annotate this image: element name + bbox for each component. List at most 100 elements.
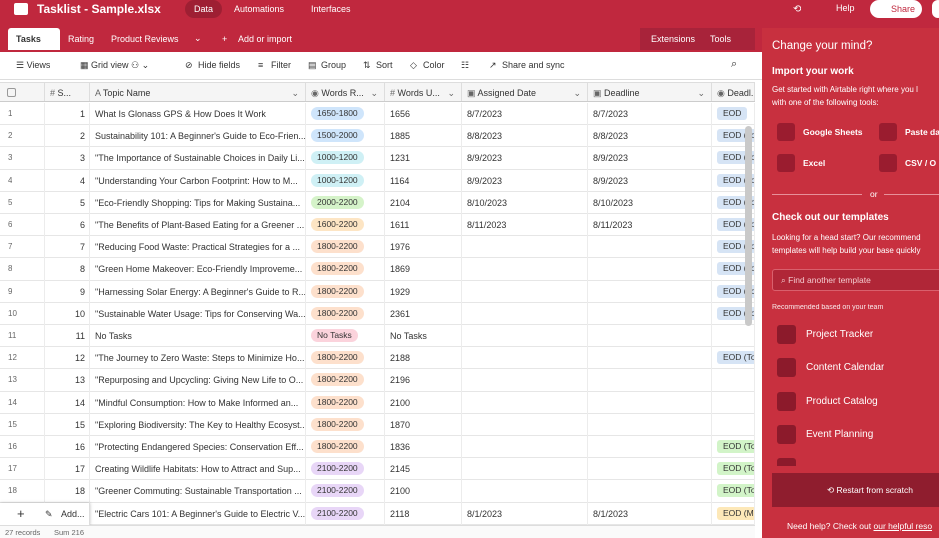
- range-cell[interactable]: 2100-2200: [306, 458, 385, 481]
- range-cell[interactable]: 1800-2200: [306, 302, 385, 325]
- column-header[interactable]: # S...: [45, 83, 90, 101]
- template-icon[interactable]: [777, 358, 796, 378]
- deadline-cell[interactable]: [588, 347, 712, 370]
- range-cell[interactable]: 1800-2200: [306, 258, 385, 281]
- deadl-cell[interactable]: EOD (To: [712, 302, 755, 325]
- range-cell[interactable]: 1600-2200: [306, 214, 385, 237]
- range-cell[interactable]: 1800-2200: [306, 280, 385, 303]
- words-cell[interactable]: 1869: [385, 258, 462, 281]
- range-cell[interactable]: 1000-1200: [306, 147, 385, 170]
- deadl-cell[interactable]: EOD (To: [712, 191, 755, 214]
- topic-cell[interactable]: "Sustainable Water Usage: Tips for Conse…: [90, 302, 306, 325]
- toolbar-icon[interactable]: ▤: [308, 60, 317, 70]
- assigned-cell[interactable]: [462, 458, 588, 481]
- number-cell[interactable]: 13: [45, 369, 90, 392]
- deadl-cell[interactable]: EOD (To: [712, 347, 755, 370]
- column-header[interactable]: ◉ Deadl...: [712, 83, 755, 101]
- words-cell[interactable]: 2188: [385, 347, 462, 370]
- table-row[interactable]: 14 14 "Mindful Consumption: How to Make In…: [0, 391, 755, 414]
- table-row[interactable]: 7 7 "Reducing Food Waste: Practical Strate…: [0, 236, 755, 259]
- table-row[interactable]: 11 11 No Tasks No Tasks No Tasks: [0, 325, 755, 348]
- range-cell[interactable]: 2100-2200: [306, 502, 385, 525]
- deadline-cell[interactable]: 8/11/2023: [588, 214, 712, 237]
- number-cell[interactable]: 2: [45, 125, 90, 148]
- assigned-cell[interactable]: [462, 480, 588, 503]
- assigned-cell[interactable]: 8/7/2023: [462, 103, 588, 126]
- number-cell[interactable]: 16: [45, 436, 90, 459]
- words-cell[interactable]: 1611: [385, 214, 462, 237]
- assigned-cell[interactable]: 8/11/2023: [462, 214, 588, 237]
- template-search[interactable]: ⌕ Find another template: [772, 269, 939, 291]
- base-title[interactable]: Tasklist - Sample.xlsx: [37, 2, 161, 16]
- words-cell[interactable]: 1870: [385, 413, 462, 436]
- assigned-cell[interactable]: 8/9/2023: [462, 169, 588, 192]
- words-cell[interactable]: 1836: [385, 436, 462, 459]
- topic-cell[interactable]: Creating Wildlife Habitats: How to Attra…: [90, 458, 306, 481]
- assigned-cell[interactable]: 8/1/2023: [462, 502, 588, 525]
- deadl-cell[interactable]: EOD (To: [712, 125, 755, 148]
- deadl-cell[interactable]: [712, 391, 755, 414]
- search-placeholder[interactable]: Find another template: [788, 275, 871, 285]
- column-title[interactable]: Deadl...: [727, 88, 754, 98]
- table-row[interactable]: 16 16 "Protecting Endangered Species: Cons…: [0, 436, 755, 459]
- table-tab[interactable]: Product Reviews: [111, 34, 179, 44]
- topic-cell[interactable]: "Harnessing Solar Energy: A Beginner's G…: [90, 280, 306, 303]
- words-cell[interactable]: 2100: [385, 391, 462, 414]
- column-title[interactable]: S...: [57, 88, 72, 98]
- template-name[interactable]: Content Calendar: [806, 362, 885, 374]
- words-cell[interactable]: 1231: [385, 147, 462, 170]
- assigned-cell[interactable]: [462, 302, 588, 325]
- number-cell[interactable]: 10: [45, 302, 90, 325]
- topic-cell[interactable]: "Electric Cars 101: A Beginner's Guide t…: [90, 502, 306, 525]
- table-row[interactable]: 5 5 "Eco-Friendly Shopping: Tips for Makin…: [0, 191, 755, 214]
- topic-cell[interactable]: "Eco-Friendly Shopping: Tips for Making …: [90, 191, 306, 214]
- deadl-cell[interactable]: EOD (To: [712, 147, 755, 170]
- template-icon[interactable]: [777, 424, 796, 444]
- number-cell[interactable]: 15: [45, 413, 90, 436]
- toolbar-item[interactable]: Group: [321, 60, 347, 70]
- add-import-label[interactable]: Add or import: [238, 34, 293, 44]
- assigned-cell[interactable]: [462, 258, 588, 281]
- search-icon[interactable]: ⌕: [731, 58, 738, 70]
- words-cell[interactable]: 1885: [385, 125, 462, 148]
- topic-cell[interactable]: What Is Glonass GPS & How Does It Work: [90, 103, 306, 126]
- table-row[interactable]: 6 6 "The Benefits of Plant-Based Eating fo…: [0, 214, 755, 237]
- words-cell[interactable]: 2361: [385, 302, 462, 325]
- app-tab[interactable]: Automations: [234, 4, 285, 14]
- topic-cell[interactable]: "Exploring Biodiversity: The Key to Heal…: [90, 413, 306, 436]
- deadl-cell[interactable]: [712, 325, 755, 348]
- deadl-cell[interactable]: EOD (To: [712, 458, 755, 481]
- deadline-cell[interactable]: 8/10/2023: [588, 191, 712, 214]
- words-cell[interactable]: 2118: [385, 502, 462, 525]
- deadline-cell[interactable]: 8/9/2023: [588, 147, 712, 170]
- tool-name[interactable]: Google Sheets: [803, 127, 863, 137]
- share-button[interactable]: Share: [870, 0, 922, 18]
- toolbar-item[interactable]: Share and sync: [502, 60, 565, 70]
- toolbar-item[interactable]: Hide fields: [198, 60, 241, 70]
- app-tab[interactable]: Data: [185, 0, 223, 18]
- topic-cell[interactable]: "The Journey to Zero Waste: Steps to Min…: [90, 347, 306, 370]
- deadl-cell[interactable]: EOD (Mo: [712, 502, 755, 525]
- range-cell[interactable]: 1800-2200: [306, 236, 385, 259]
- tool-name[interactable]: Paste da: [905, 127, 939, 137]
- number-cell[interactable]: 9: [45, 280, 90, 303]
- topic-cell[interactable]: "Understanding Your Carbon Footprint: Ho…: [90, 169, 306, 192]
- tools[interactable]: Tools: [710, 34, 732, 44]
- restart-button[interactable]: ⟲ Restart from scratch: [772, 473, 939, 507]
- deadl-cell[interactable]: EOD (To: [712, 258, 755, 281]
- template-name[interactable]: Project Tracker: [806, 329, 874, 340]
- help-link[interactable]: our helpful reso: [873, 521, 933, 531]
- number-cell[interactable]: 3: [45, 147, 90, 170]
- words-cell[interactable]: 1164: [385, 169, 462, 192]
- words-cell[interactable]: 2196: [385, 369, 462, 392]
- table-row[interactable]: 18 18 "Greener Commuting: Sustainable Tran…: [0, 480, 755, 503]
- topic-cell[interactable]: "Mindful Consumption: How to Make Inform…: [90, 391, 306, 414]
- template-icon[interactable]: [777, 391, 796, 411]
- assigned-cell[interactable]: [462, 369, 588, 392]
- column-title[interactable]: Topic Name: [102, 88, 151, 98]
- toolbar-item[interactable]: Sort: [376, 60, 393, 70]
- template-name[interactable]: Product Catalog: [806, 395, 878, 407]
- deadline-cell[interactable]: [588, 436, 712, 459]
- table-row[interactable]: 3 3 "The Importance of Sustainable Choices…: [0, 147, 755, 170]
- words-cell[interactable]: 1656: [385, 103, 462, 126]
